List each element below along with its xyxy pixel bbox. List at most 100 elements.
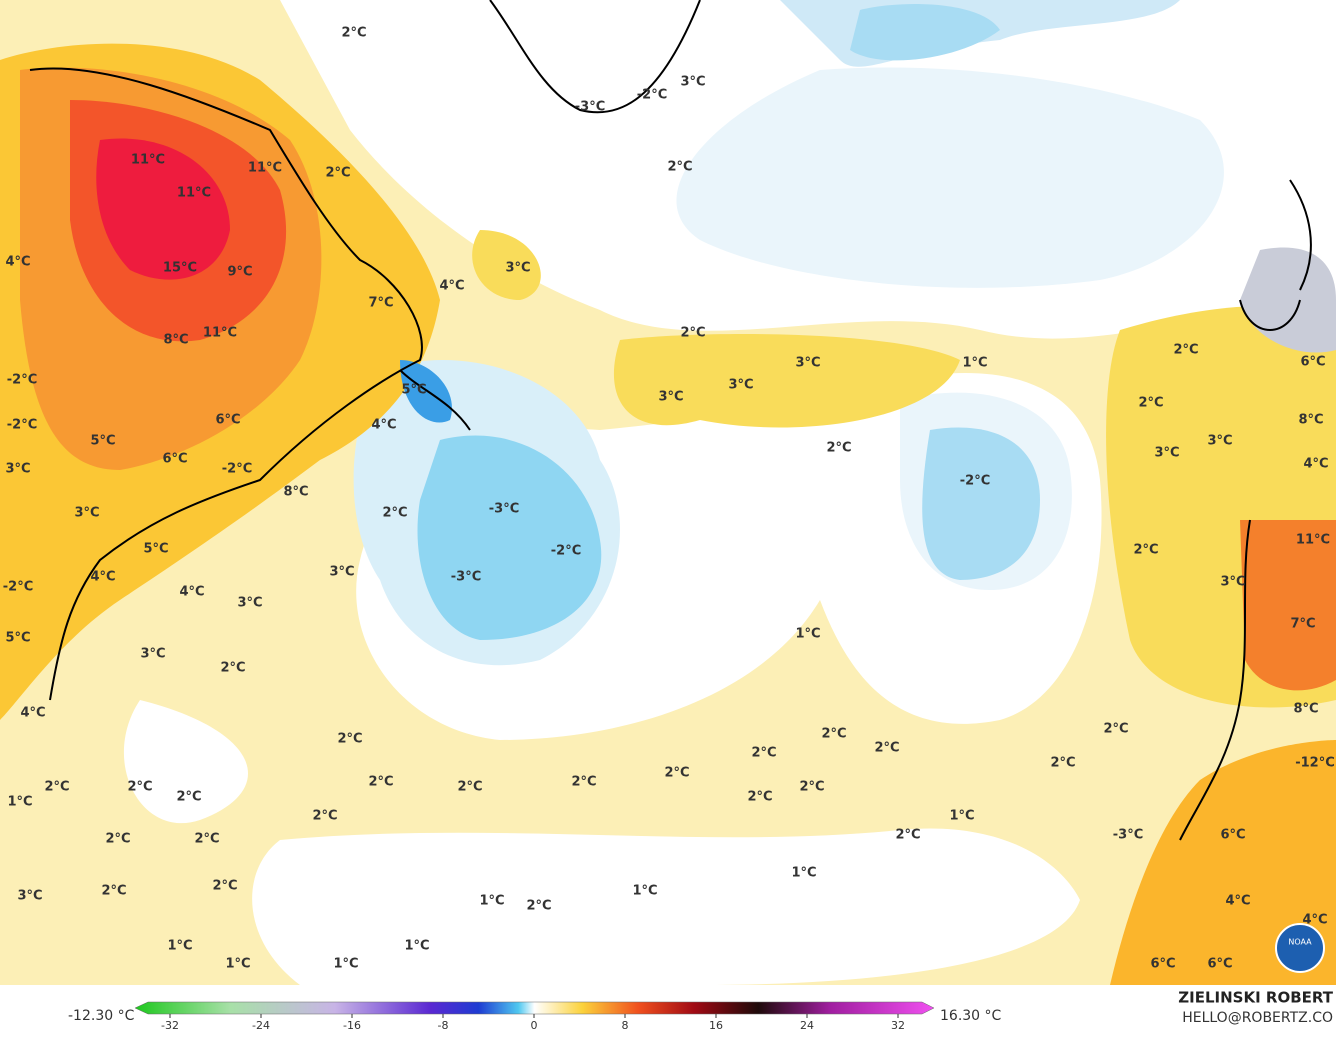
temp-label: 4°C — [439, 279, 464, 294]
temp-label: 3°C — [74, 506, 99, 521]
temp-label: 3°C — [140, 647, 165, 662]
temp-label: 4°C — [1302, 913, 1327, 928]
temp-label: 6°C — [1207, 957, 1232, 972]
colorbar-tick-label: 32 — [891, 1019, 905, 1032]
temp-label: 5°C — [401, 383, 426, 398]
temp-label: 8°C — [1298, 413, 1323, 428]
temp-label: -2°C — [7, 418, 37, 433]
temp-label: 3°C — [728, 378, 753, 393]
temp-label: 11°C — [203, 326, 237, 341]
temp-label: 1°C — [225, 957, 250, 972]
temp-label: -2°C — [7, 373, 37, 388]
temp-label: 3°C — [1154, 446, 1179, 461]
temp-label: 1°C — [479, 894, 504, 909]
temp-label: 5°C — [5, 631, 30, 646]
temp-label: 3°C — [5, 462, 30, 477]
temp-label: 2°C — [220, 661, 245, 676]
colorbar-tick-label: -32 — [161, 1019, 179, 1032]
temp-label: 2°C — [667, 160, 692, 175]
temp-label: 1°C — [167, 939, 192, 954]
temp-label: 1°C — [7, 795, 32, 810]
temp-label: 2°C — [680, 326, 705, 341]
temp-label: 6°C — [215, 413, 240, 428]
temp-label: 2°C — [1050, 756, 1075, 771]
temp-label: 3°C — [1207, 434, 1232, 449]
colorbar-tick-label: 24 — [800, 1019, 814, 1032]
temp-label: 2°C — [212, 879, 237, 894]
temp-label: 2°C — [368, 775, 393, 790]
temp-label: 2°C — [526, 899, 551, 914]
temp-label: 15°C — [163, 261, 197, 276]
temp-label: 2°C — [1138, 396, 1163, 411]
temp-label: 2°C — [1133, 543, 1158, 558]
temp-label: 2°C — [312, 809, 337, 824]
temp-label: 2°C — [194, 832, 219, 847]
temp-label: 2°C — [571, 775, 596, 790]
credit-name: ZIELINSKI ROBERT — [1178, 989, 1333, 1007]
temp-label: 6°C — [1220, 828, 1245, 843]
temp-label: 11°C — [131, 153, 165, 168]
temp-label: 4°C — [1225, 894, 1250, 909]
temp-label: 2°C — [325, 166, 350, 181]
temp-label: 3°C — [680, 75, 705, 90]
temp-label: -3°C — [451, 570, 481, 585]
temp-label: 1°C — [949, 809, 974, 824]
temp-label: -2°C — [551, 544, 581, 559]
temp-label: 6°C — [1300, 355, 1325, 370]
temp-label: 2°C — [101, 884, 126, 899]
credit-email: HELLO@ROBERTZ.CO — [1182, 1010, 1333, 1026]
temp-label: 9°C — [227, 265, 252, 280]
colorbar-tick-label: 8 — [622, 1019, 629, 1032]
temp-label: 1°C — [404, 939, 429, 954]
temp-label: 11°C — [248, 161, 282, 176]
logo-text: NOAA — [1288, 938, 1312, 947]
temp-label: 2°C — [382, 506, 407, 521]
colorbar-tick-label: -16 — [343, 1019, 361, 1032]
temp-label: 4°C — [90, 570, 115, 585]
labels: 2°C 3°C -3°C -2°C 2°C 11°C 11°C 11°C 2°C 15°C 9°C 3… — [3, 26, 1335, 972]
temp-label: -2°C — [3, 580, 33, 595]
temp-label: 3°C — [658, 390, 683, 405]
temp-label: 6°C — [162, 452, 187, 467]
temp-label: 2°C — [127, 780, 152, 795]
temp-label: 2°C — [176, 790, 201, 805]
temp-label: 4°C — [179, 585, 204, 600]
temp-label: 3°C — [795, 356, 820, 371]
temp-label: 2°C — [826, 441, 851, 456]
temp-label: 2°C — [874, 741, 899, 756]
temp-label: -3°C — [575, 100, 605, 115]
temp-label: 4°C — [20, 706, 45, 721]
temp-label: 11°C — [177, 186, 211, 201]
temp-label: 3°C — [329, 565, 354, 580]
temp-label: 4°C — [5, 255, 30, 270]
temp-label: -2°C — [960, 474, 990, 489]
temp-label: -3°C — [1113, 828, 1143, 843]
temp-label: 2°C — [1103, 722, 1128, 737]
temp-label: 1°C — [791, 866, 816, 881]
colorbar-tick-label: 0 — [531, 1019, 538, 1032]
logo — [1275, 923, 1325, 973]
temp-label: 2°C — [105, 832, 130, 847]
temp-label: 8°C — [163, 333, 188, 348]
temp-label: 2°C — [664, 766, 689, 781]
temp-label: 2°C — [457, 780, 482, 795]
colorbar-tick-label: -24 — [252, 1019, 270, 1032]
temp-label: 5°C — [143, 542, 168, 557]
temp-label: 1°C — [795, 627, 820, 642]
temp-label: 2°C — [751, 746, 776, 761]
temp-label: 8°C — [1293, 702, 1318, 717]
temp-label: 2°C — [341, 26, 366, 41]
temp-label: 3°C — [17, 889, 42, 904]
temp-label: 4°C — [1303, 457, 1328, 472]
temp-label: -2°C — [222, 462, 252, 477]
temp-label: -12°C — [1295, 756, 1335, 771]
temp-label: 2°C — [44, 780, 69, 795]
legend-max: 16.30 °C — [940, 1008, 1002, 1024]
temp-label: 8°C — [283, 485, 308, 500]
temp-label: 1°C — [632, 884, 657, 899]
temp-label: 2°C — [821, 727, 846, 742]
temp-label: 2°C — [747, 790, 772, 805]
temp-label: 3°C — [505, 261, 530, 276]
